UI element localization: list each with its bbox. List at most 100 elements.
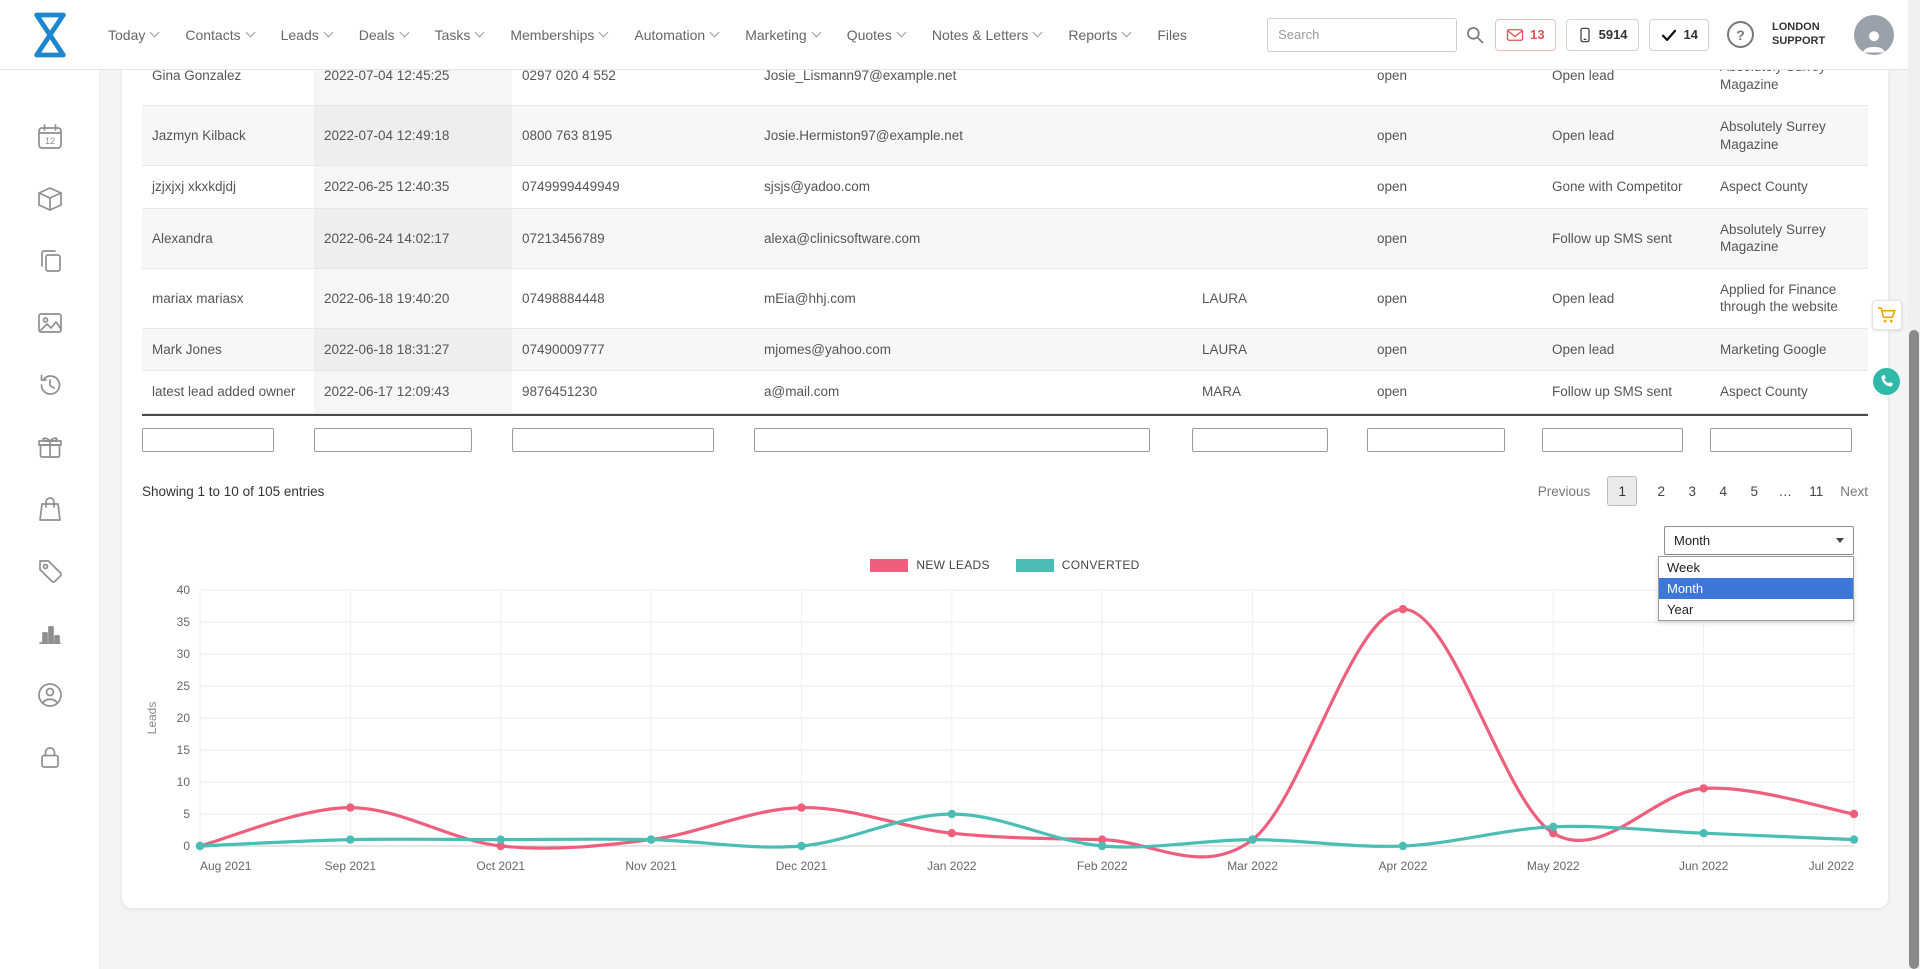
period-select[interactable]: Month [1664,526,1854,556]
cell-email: Josie_Lismann97@example.net [764,70,957,83]
svg-text:25: 25 [177,679,191,693]
period-option-month[interactable]: Month [1659,578,1853,600]
nav-item-today[interactable]: Today [108,27,160,43]
leads-table-wrap: Gina Gonzalez 2022-07-04 12:45:25 0297 020… [142,70,1868,414]
chevron-down-icon [709,27,720,38]
messages-badge[interactable]: 13 [1495,18,1556,51]
cell-owner [1192,166,1367,209]
table-row[interactable]: Mark Jones 2022-06-18 18:31:27 07490009777… [142,328,1868,371]
sidebar-item-calendar[interactable]: 12 [0,106,99,168]
chevron-down-icon [811,27,822,38]
nav-item-marketing[interactable]: Marketing [745,26,822,43]
pagination-page-5[interactable]: 5 [1750,483,1758,499]
filter-cell [1710,428,1868,453]
check-icon [1661,29,1676,41]
column-filter-row [142,414,1868,456]
column-filter-input-owner[interactable] [1192,428,1328,453]
select-caret-icon [1836,538,1844,544]
table-row[interactable]: Alexandra 2022-06-24 14:02:17 07213456789 a… [142,208,1868,269]
cell-phone: 07213456789 [522,230,605,246]
help-icon[interactable]: ? [1727,21,1754,48]
sidebar-item-shop[interactable] [0,478,99,540]
sidebar-item-reports[interactable] [0,602,99,664]
column-filter-input-status[interactable] [1367,428,1505,453]
table-row[interactable]: Gina Gonzalez 2022-07-04 12:45:25 0297 020… [142,70,1868,106]
nav-item-label: Marketing [745,26,807,43]
nav-item-memberships[interactable]: Memberships [510,26,609,43]
cell-lead-status: Open lead [1552,341,1615,357]
cell-email: Josie.Hermiston97@example.net [764,127,964,143]
column-filter-input-source[interactable] [1710,428,1852,453]
sidebar-item-offers[interactable] [0,540,99,602]
cell-owner: LAURA [1202,290,1248,306]
legend-label: NEW LEADS [916,558,990,573]
cell-status: open [1377,290,1408,306]
nav-item-automation[interactable]: Automation [634,26,720,43]
cart-button[interactable] [1872,300,1902,330]
column-filter-input-date[interactable] [314,428,472,453]
avatar[interactable] [1854,14,1894,55]
column-filter-input-lead-status[interactable] [1542,428,1683,453]
search-input[interactable] [1267,17,1458,52]
nav-item-leads[interactable]: Leads [281,27,334,43]
cell-owner: MARA [1202,384,1242,400]
table-row[interactable]: jzjxjxj xkxkdjdj 2022-06-25 12:40:35 07499… [142,166,1868,209]
hourglass-logo-icon [34,12,66,57]
column-filter-input-name[interactable] [142,428,274,453]
column-filter-input-email[interactable] [754,428,1150,453]
nav-item-label: Memberships [510,26,595,43]
period-select-value: Month [1674,533,1711,549]
pagination-page-1[interactable]: 1 [1607,476,1638,507]
nav-item-notes-letters[interactable]: Notes & Letters [932,27,1043,43]
sidebar-item-security[interactable] [0,726,99,788]
copy-icon [40,250,61,272]
sidebar-item-support[interactable] [0,664,99,726]
page-scrollbar[interactable] [1908,0,1920,969]
sidebar-item-gallery[interactable] [0,292,99,354]
table-row[interactable]: latest lead added owner 2022-06-17 12:09:… [142,371,1868,414]
top-nav: Today Contacts Leads Deals Tasks Memberships A… [0,0,1920,70]
cell-status: open [1377,230,1408,246]
chevron-down-icon [245,27,256,38]
pagination-page-4[interactable]: 4 [1719,483,1727,499]
sidebar-item-duplicate[interactable] [0,230,99,292]
call-button[interactable] [1873,368,1900,395]
nav-item-files[interactable]: Files [1157,27,1187,43]
pagination-next[interactable]: Next [1840,483,1868,499]
image-icon [37,313,62,333]
pagination-page-2[interactable]: 2 [1657,483,1665,499]
chevron-down-icon [598,27,609,38]
column-filter-input-phone[interactable] [512,428,714,453]
showing-entries: Showing 1 to 10 of 105 entries [142,483,325,499]
nav-item-quotes[interactable]: Quotes [847,27,907,43]
period-option-week[interactable]: Week [1667,560,1700,576]
svg-text:20: 20 [177,711,191,725]
period-option-year[interactable]: Year [1667,602,1694,618]
calls-badge[interactable]: 5914 [1565,18,1639,51]
sidebar-item-gifts[interactable] [0,416,99,478]
cell-lead-status: Gone with Competitor [1552,179,1683,195]
pagination-previous[interactable]: Previous [1537,483,1591,499]
app-logo[interactable] [0,8,100,62]
sidebar-item-history[interactable] [0,354,99,416]
nav-item-deals[interactable]: Deals [358,26,410,43]
sidebar-item-products[interactable] [0,168,99,230]
nav-item-label: Automation [634,26,706,43]
table-row[interactable]: Jazmyn Kilback 2022-07-04 12:49:18 0800 76… [142,105,1868,166]
svg-text:Sep 2021: Sep 2021 [325,859,377,873]
pagination-page-3[interactable]: 3 [1688,483,1696,499]
search-icon[interactable] [1465,25,1485,45]
cell-status: open [1377,341,1408,357]
filter-cell [754,428,1192,453]
nav-item-reports[interactable]: Reports [1068,27,1132,43]
pagination-page-11[interactable]: 11 [1809,483,1824,499]
nav-item-label: Deals [358,26,395,43]
scrollbar-thumb[interactable] [1909,330,1919,969]
shopping-bag-icon [38,497,61,521]
svg-text:Aug 2021: Aug 2021 [200,859,252,873]
cell-status: open [1377,384,1408,400]
table-row[interactable]: mariax mariasx 2022-06-18 19:40:20 0749888… [142,268,1868,329]
tasks-badge[interactable]: 14 [1648,18,1709,51]
nav-item-tasks[interactable]: Tasks [435,27,485,43]
nav-item-contacts[interactable]: Contacts [185,27,256,43]
